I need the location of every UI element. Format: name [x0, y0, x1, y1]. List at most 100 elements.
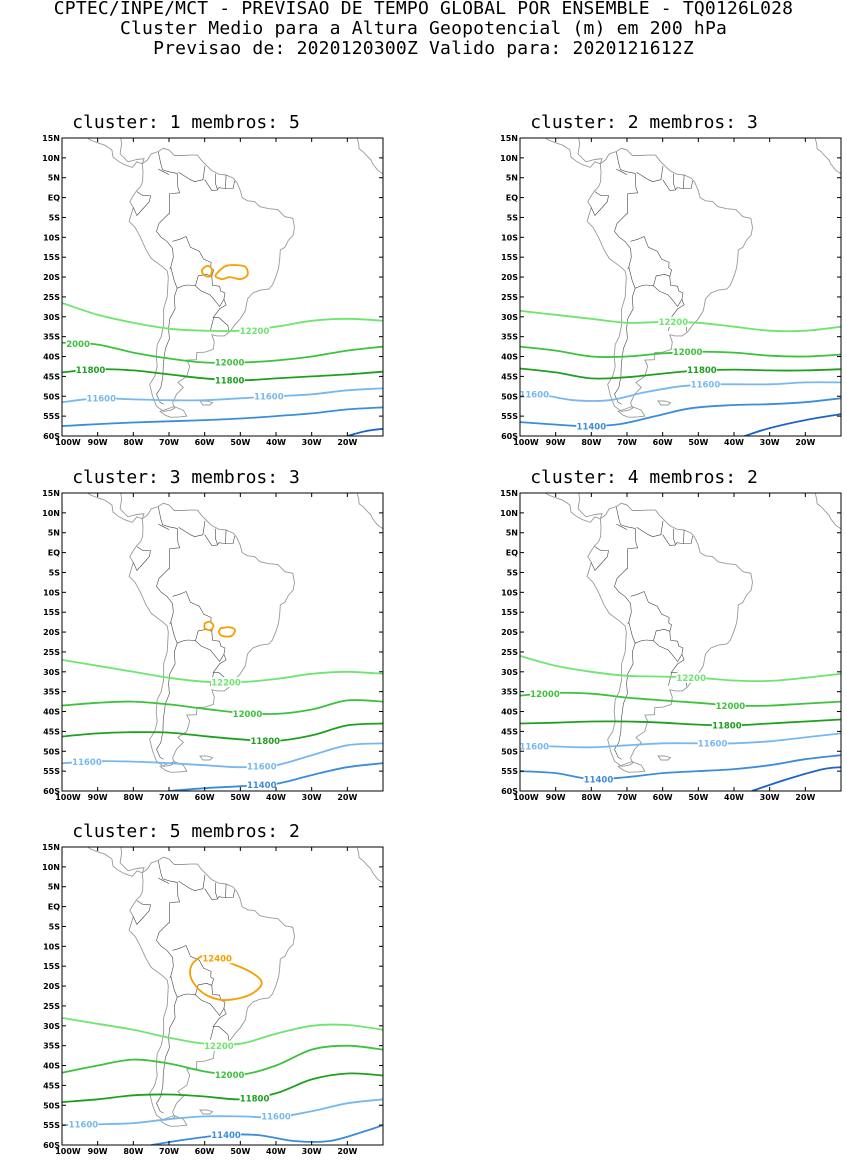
contour-label: 2000: [66, 340, 90, 350]
country-border: [158, 168, 170, 175]
contour-11200: [347, 427, 383, 436]
contour-label-bg: [253, 391, 284, 402]
lon-label: 90W: [88, 793, 108, 802]
contour-label-bg: [697, 738, 728, 749]
panel-title: cluster: 2 membros: 3: [530, 112, 758, 133]
lon-label: 100W: [55, 793, 81, 802]
lon-label: 60W: [195, 1147, 215, 1156]
lat-label: 40S: [501, 353, 518, 362]
contour-label-bg: [715, 700, 746, 711]
country-border: [215, 882, 218, 899]
contour-11400: [520, 397, 841, 427]
country-border: [178, 874, 206, 892]
lon-label: 90W: [88, 1147, 108, 1156]
country-border: [614, 288, 636, 405]
lat-label: 5N: [506, 174, 518, 183]
south-america-coastline: [128, 502, 295, 767]
contour-12400: [200, 264, 213, 278]
country-border: [591, 546, 609, 572]
contour-label: 11600: [519, 742, 549, 752]
country-border: [636, 520, 664, 538]
cluster-panel-1: cluster: 1 membros: 5 12200 12000 2000 1180…: [9, 114, 389, 459]
contour-label-bg: [71, 756, 102, 767]
country-border: [616, 168, 628, 175]
contour-label-bg: [214, 1069, 245, 1080]
lat-label: 30S: [43, 668, 60, 677]
contour-label: 12200: [676, 674, 706, 684]
contour-label: 12000: [215, 359, 245, 369]
cluster-panel-5: cluster: 5 membros: 2 12200 12000 11800 116…: [9, 823, 389, 1168]
contour-12400: [203, 620, 215, 632]
country-border: [156, 213, 174, 270]
falklands-coastline: [199, 755, 214, 761]
lat-label: EQ: [48, 194, 60, 203]
country-border: [158, 860, 181, 924]
lon-label: 70W: [159, 793, 179, 802]
lat-label: 5S: [49, 568, 61, 577]
country-border: [156, 568, 174, 625]
header-line-1: CPTEC/INPE/MCT - PREVISAO DE TEMPO GLOBA…: [53, 0, 794, 19]
cluster-panel-2: cluster: 2 membros: 3 12200 12000 11800 116…: [467, 114, 847, 459]
contour-label-bg: [86, 393, 117, 404]
map-background: [62, 847, 383, 1145]
south-america-coastline: [586, 147, 753, 412]
lon-label: 40W: [724, 438, 744, 447]
contour-label-bg: [246, 779, 277, 790]
lat-label: 35S: [43, 333, 60, 342]
lat-label: 5S: [49, 922, 61, 931]
geopotential-map: 12200 12000 11800 11600 11600 11400 15N 10N 5N EQ…: [500, 134, 842, 447]
contour-label-bg: [529, 688, 560, 699]
country-border: [210, 317, 214, 331]
lon-label: 70W: [617, 438, 637, 447]
contour-label-bg: [250, 735, 281, 746]
country-border: [225, 529, 227, 544]
central-america-coastline: [86, 493, 145, 523]
lat-label: 15N: [500, 134, 518, 143]
lat-label: 55S: [43, 1121, 60, 1130]
contour-label: 11800: [215, 377, 245, 387]
lon-label: 20W: [337, 1147, 357, 1156]
map-frame: [61, 846, 384, 1146]
lon-label: 50W: [688, 438, 708, 447]
contour-label: 11600: [86, 394, 116, 404]
lat-label: 10S: [501, 233, 518, 242]
lat-label: 55S: [501, 412, 518, 421]
africa-coastline: [356, 493, 383, 530]
country-border: [673, 528, 676, 545]
contour-label: 11600: [698, 740, 728, 750]
lat-label: 20S: [43, 273, 60, 282]
contour-label-bg: [672, 346, 703, 357]
axes: 15N 10N 5N EQ 5S 10S 15S 20S 25S 30S 35S 40S 45S 50S 5…: [42, 134, 383, 447]
central-america-coastline: [86, 847, 145, 877]
map-frame: [519, 492, 842, 792]
contour-12400: [217, 626, 236, 638]
map-frame: [61, 137, 384, 437]
lat-label: 50S: [43, 1101, 60, 1110]
lat-label: 5S: [507, 568, 519, 577]
contour-label: 12000: [530, 690, 560, 700]
lat-label: 15S: [43, 962, 60, 971]
lat-label: 5N: [48, 883, 60, 892]
contour-label: 11800: [76, 366, 106, 376]
contour-label: 11800: [712, 722, 742, 732]
lon-label: 90W: [546, 793, 566, 802]
lon-label: 30W: [760, 438, 780, 447]
contour-11600: [62, 742, 383, 769]
contour-11400: [520, 754, 841, 781]
contour-label-bg: [214, 357, 245, 368]
lat-label: 15S: [501, 253, 518, 262]
lat-label: 20S: [43, 628, 60, 637]
country-border: [653, 276, 684, 308]
contour-label: 12200: [659, 318, 689, 328]
lat-label: 45S: [43, 372, 60, 381]
map-frame: [519, 137, 842, 437]
lon-label: 30W: [760, 793, 780, 802]
lat-label: 45S: [501, 372, 518, 381]
lat-label: 60S: [43, 432, 60, 441]
map-background: [520, 493, 841, 791]
lat-label: 30S: [501, 313, 518, 322]
lon-label: 80W: [123, 793, 143, 802]
lon-label: 90W: [88, 438, 108, 447]
contour-11600: [520, 381, 841, 402]
contour-12000: [62, 699, 383, 715]
